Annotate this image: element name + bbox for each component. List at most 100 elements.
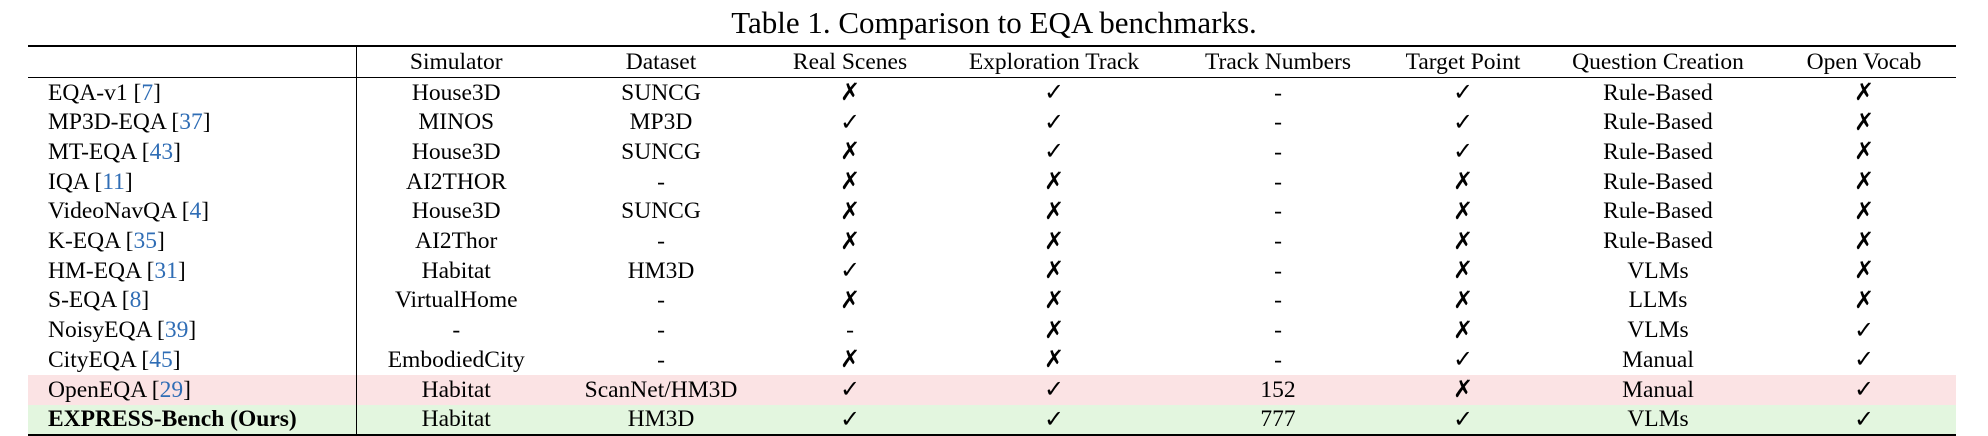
target-point-value: ✓ — [1452, 137, 1474, 166]
open-vocab-value: ✗ — [1853, 256, 1875, 285]
real-scenes-cell: ✗ — [766, 286, 934, 316]
table-row: NoisyEQA [39] - - - ✗ - ✗ VLMs ✓ — [28, 315, 1956, 346]
method-cell: EQA-v1 [7] — [28, 77, 357, 108]
question-creation-cell: Manual — [1544, 345, 1772, 375]
track-numbers-cell: 152 — [1174, 375, 1382, 405]
simulator-cell: Habitat — [356, 375, 556, 405]
question-creation-cell: Rule-Based — [1544, 108, 1772, 138]
exploration-track-cell: ✓ — [934, 404, 1174, 436]
question-creation-cell: Manual — [1544, 375, 1772, 405]
citation-link[interactable]: 4 — [189, 198, 202, 225]
method-name: EXPRESS-Bench (Ours) — [48, 406, 297, 433]
question-creation-value: VLMs — [1627, 406, 1689, 433]
target-point-cell: ✓ — [1382, 108, 1544, 138]
citation-link[interactable]: 37 — [179, 109, 203, 136]
exploration-track-value: ✓ — [1043, 107, 1065, 136]
open-vocab-cell: ✓ — [1772, 316, 1956, 346]
method-cell: K-EQA [35] — [28, 226, 357, 257]
open-vocab-cell: ✓ — [1772, 375, 1956, 405]
track-numbers-value: 152 — [1260, 376, 1296, 403]
dataset-cell: - — [556, 345, 766, 375]
real-scenes-value: ✓ — [839, 107, 861, 136]
method-name: K-EQA — [48, 228, 120, 255]
simulator-cell: VirtualHome — [356, 286, 556, 316]
real-scenes-cell: ✗ — [766, 167, 934, 197]
header-method — [28, 46, 357, 78]
open-vocab-value: ✓ — [1853, 345, 1875, 374]
real-scenes-value: ✓ — [839, 256, 861, 285]
question-creation-cell: VLMs — [1544, 404, 1772, 436]
dataset-cell: MP3D — [556, 108, 766, 138]
method-name: HM-EQA — [48, 257, 141, 284]
real-scenes-cell: ✓ — [766, 404, 934, 436]
exploration-track-cell: ✓ — [934, 375, 1174, 405]
open-vocab-value: ✓ — [1853, 315, 1875, 344]
open-vocab-cell: ✓ — [1772, 345, 1956, 375]
target-point-cell: ✓ — [1382, 345, 1544, 375]
simulator-value: AI2Thor — [415, 228, 498, 255]
question-creation-value: Rule-Based — [1603, 109, 1713, 136]
open-vocab-value: ✗ — [1853, 78, 1875, 106]
question-creation-value: Manual — [1622, 346, 1694, 373]
question-creation-value: VLMs — [1627, 257, 1689, 284]
table-row: IQA [11] AI2THOR - ✗ ✗ - ✗ Rule-Based ✗ — [28, 167, 1956, 197]
track-numbers-cell: - — [1174, 345, 1382, 375]
track-numbers-cell: - — [1174, 227, 1382, 257]
header-question-creation: Question Creation — [1572, 49, 1744, 75]
track-numbers-value: - — [1274, 346, 1282, 373]
open-vocab-value: ✗ — [1853, 285, 1875, 314]
method-name: S-EQA — [48, 287, 116, 314]
target-point-value: ✗ — [1452, 315, 1474, 344]
table-header-row: Simulator Dataset Real Scenes Exploratio… — [28, 46, 1956, 78]
citation-link[interactable]: 31 — [154, 257, 178, 284]
real-scenes-cell: ✓ — [766, 375, 934, 405]
method-cell: NoisyEQA [39] — [28, 315, 357, 346]
method-name: IQA — [48, 168, 89, 195]
table-row: HM-EQA [31] Habitat HM3D ✓ ✗ - ✗ VLMs ✗ — [28, 256, 1956, 286]
dataset-value: HM3D — [627, 257, 695, 284]
real-scenes-value: ✓ — [839, 404, 861, 433]
method-cell: S-EQA [8] — [28, 285, 357, 316]
dataset-cell: SUNCG — [556, 78, 766, 108]
dataset-value: - — [657, 346, 665, 373]
track-numbers-cell: - — [1174, 286, 1382, 316]
simulator-value: Habitat — [421, 406, 491, 433]
question-creation-cell: Rule-Based — [1544, 167, 1772, 197]
citation-link[interactable]: 43 — [149, 138, 174, 165]
track-numbers-value: 777 — [1260, 406, 1296, 433]
citation-link[interactable]: 11 — [102, 168, 125, 195]
track-numbers-cell: - — [1174, 316, 1382, 346]
real-scenes-value: ✗ — [839, 196, 861, 225]
method-cell: OpenEQA [29] — [28, 375, 357, 405]
track-numbers-cell: - — [1174, 137, 1382, 167]
citation-link[interactable]: 7 — [141, 79, 154, 106]
simulator-value: Habitat — [421, 257, 491, 284]
track-numbers-cell: - — [1174, 167, 1382, 197]
citation-link[interactable]: 45 — [149, 346, 173, 373]
header-open-vocab: Open Vocab — [1806, 49, 1922, 75]
simulator-cell: Habitat — [356, 404, 556, 436]
real-scenes-cell: ✗ — [766, 137, 934, 167]
header-exploration-track: Exploration Track — [968, 49, 1140, 75]
method-name: NoisyEQA — [48, 317, 152, 344]
track-numbers-cell: - — [1174, 108, 1382, 138]
citation-link[interactable]: 35 — [133, 228, 158, 255]
header-real-scenes: Real Scenes — [792, 49, 908, 75]
citation-link[interactable]: 29 — [159, 376, 184, 403]
dataset-cell: - — [556, 286, 766, 316]
simulator-value: House3D — [411, 198, 501, 225]
real-scenes-cell: ✗ — [766, 227, 934, 257]
dataset-cell: HM3D — [556, 256, 766, 286]
track-numbers-cell: 777 — [1174, 404, 1382, 436]
citation-link[interactable]: 39 — [164, 317, 189, 344]
track-numbers-value: - — [1274, 79, 1282, 106]
simulator-cell: House3D — [356, 197, 556, 227]
citation-link[interactable]: 8 — [129, 287, 142, 314]
track-numbers-value: - — [1274, 317, 1282, 344]
open-vocab-cell: ✗ — [1772, 167, 1956, 197]
simulator-cell: House3D — [356, 137, 556, 167]
dataset-value: - — [657, 287, 665, 314]
track-numbers-value: - — [1274, 109, 1282, 136]
question-creation-cell: Rule-Based — [1544, 197, 1772, 227]
target-point-cell: ✓ — [1382, 137, 1544, 167]
